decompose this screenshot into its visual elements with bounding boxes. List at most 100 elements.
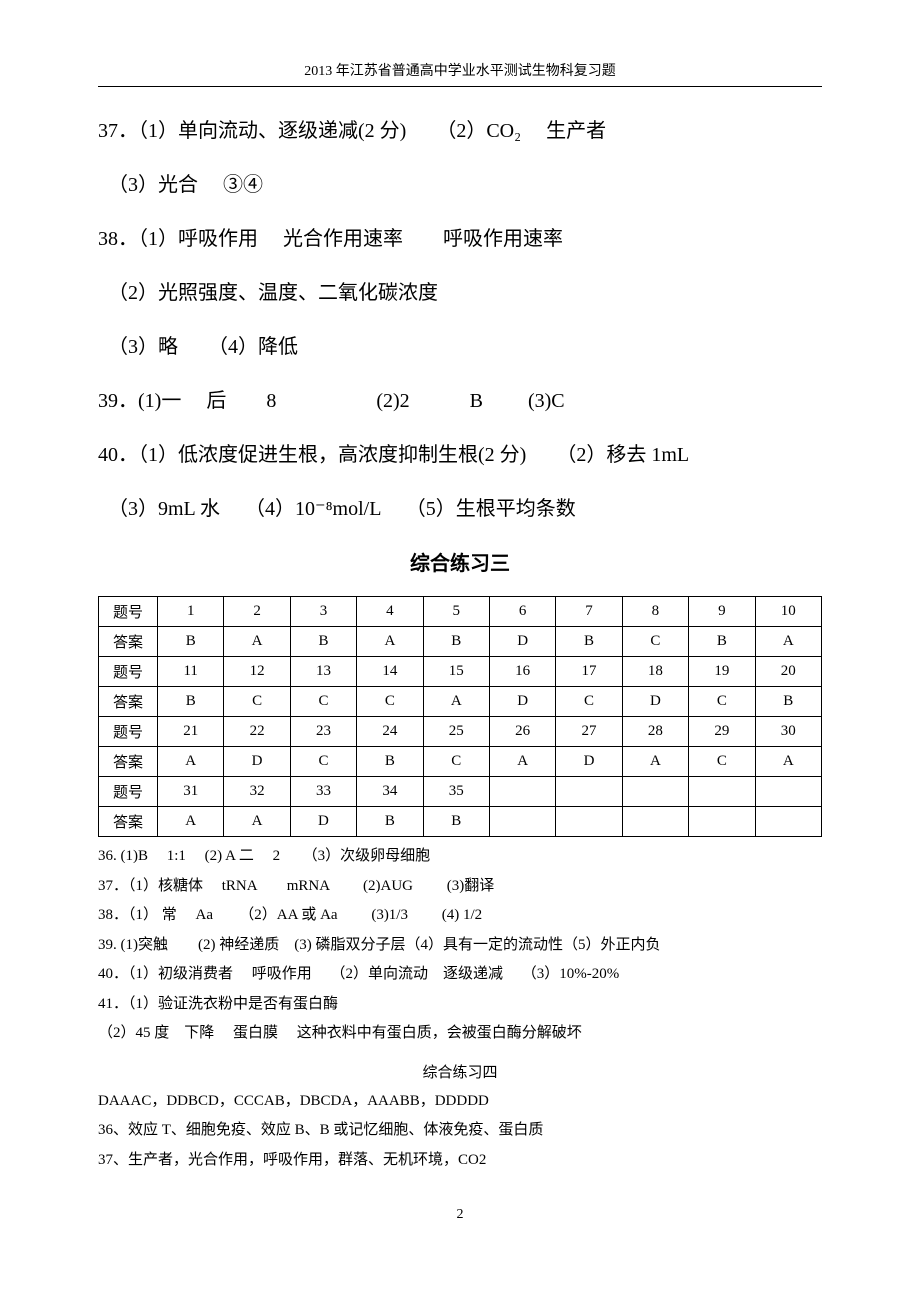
table-cell: 12 [224, 657, 290, 687]
table-cell: 19 [689, 657, 755, 687]
table-cell: A [755, 747, 821, 777]
table-label-ans: 答案 [99, 687, 158, 717]
table-cell: B [357, 747, 423, 777]
table-cell: A [357, 627, 423, 657]
answer-line: （3）9mL 水 （4）10⁻⁸mol/L （5）生根平均条数 [98, 493, 822, 525]
table-cell: 3 [290, 597, 356, 627]
table-cell: 17 [556, 657, 622, 687]
page-number: 2 [98, 1207, 822, 1223]
table-cell: D [622, 687, 688, 717]
table-cell: B [357, 807, 423, 837]
table-cell [755, 777, 821, 807]
table-label-qn: 题号 [99, 657, 158, 687]
table-cell [689, 777, 755, 807]
answer-line: 36. (1)B 1:1 (2) A 二 2 （3）次级卵母细胞 [98, 845, 822, 868]
answer-line: 41．（1）验证洗衣粉中是否有蛋白酶 [98, 993, 822, 1016]
table-cell [556, 777, 622, 807]
answer-line: 37、生产者，光合作用，呼吸作用，群落、无机环境，CO2 [98, 1149, 822, 1172]
main-answers-block: 37．（1）单向流动、逐级递减(2 分) （2）CO₂ 生产者 （3）光合 ③④ 3… [98, 115, 822, 525]
table-cell: 10 [755, 597, 821, 627]
answer-line: 39. (1)突触 (2) 神经递质 (3) 磷脂双分子层（4）具有一定的流动性… [98, 934, 822, 957]
table-cell: A [224, 807, 290, 837]
table-cell: 18 [622, 657, 688, 687]
table-cell: B [423, 807, 489, 837]
table-cell: C [290, 747, 356, 777]
header-divider [98, 86, 822, 87]
table-cell: A [622, 747, 688, 777]
table-cell: C [622, 627, 688, 657]
table-cell: D [290, 807, 356, 837]
table-cell: 9 [689, 597, 755, 627]
answer-line: （2）光照强度、温度、二氧化碳浓度 [98, 277, 822, 309]
table-cell: A [423, 687, 489, 717]
answer-line: 40．（1）低浓度促进生根，高浓度抑制生根(2 分) （2）移去 1mL [98, 439, 822, 471]
table-cell [556, 807, 622, 837]
answer-line: 40．（1）初级消费者 呼吸作用 （2）单向流动 逐级递减 （3）10%-20% [98, 963, 822, 986]
table-label-ans: 答案 [99, 807, 158, 837]
table-cell: A [489, 747, 555, 777]
table-label-qn: 题号 [99, 597, 158, 627]
table-cell [755, 807, 821, 837]
table-cell: C [689, 747, 755, 777]
table-cell: 29 [689, 717, 755, 747]
table-cell: 5 [423, 597, 489, 627]
table-cell: A [158, 807, 224, 837]
section-title-3: 综合练习三 [98, 547, 822, 576]
table-cell: 4 [357, 597, 423, 627]
table-cell: 7 [556, 597, 622, 627]
answer-line: 36、效应 T、细胞免疫、效应 B、B 或记忆细胞、体液免疫、蛋白质 [98, 1119, 822, 1142]
table-cell: 22 [224, 717, 290, 747]
table-cell: C [224, 687, 290, 717]
table-cell: B [423, 627, 489, 657]
answer-line: 39．(1)一 后 8 (2)2 B (3)C [98, 385, 822, 417]
answer-line: （3）略 （4）降低 [98, 331, 822, 363]
table-cell: 21 [158, 717, 224, 747]
table-cell: 2 [224, 597, 290, 627]
table-cell: D [224, 747, 290, 777]
table-label-ans: 答案 [99, 747, 158, 777]
answer-line: 37．（1）核糖体 tRNA mRNA (2)AUG (3)翻译 [98, 875, 822, 898]
section-title-4: 综合练习四 [98, 1061, 822, 1082]
table-cell: B [158, 627, 224, 657]
table-cell: A [224, 627, 290, 657]
table-cell: C [556, 687, 622, 717]
table-cell: D [556, 747, 622, 777]
table-label-qn: 题号 [99, 777, 158, 807]
table-cell: 1 [158, 597, 224, 627]
table-cell [489, 807, 555, 837]
table-cell [689, 807, 755, 837]
table-cell: B [755, 687, 821, 717]
answer-line: （3）光合 ③④ [98, 169, 822, 201]
table-cell: 31 [158, 777, 224, 807]
answer-line: 37．（1）单向流动、逐级递减(2 分) （2）CO₂ 生产者 [98, 115, 822, 147]
table-cell: C [357, 687, 423, 717]
table-cell: 11 [158, 657, 224, 687]
table-label-ans: 答案 [99, 627, 158, 657]
answer-line: 38．（1） 常 Aa （2）AA 或 Aa (3)1/3 (4) 1/2 [98, 904, 822, 927]
answer-table: 题号12345678910答案BABABDBCBA题号1112131415161… [98, 596, 822, 837]
table-cell: 30 [755, 717, 821, 747]
table-cell: 26 [489, 717, 555, 747]
table-cell: D [489, 627, 555, 657]
table-cell: 34 [357, 777, 423, 807]
table-cell [622, 807, 688, 837]
table-cell: A [158, 747, 224, 777]
table-cell [622, 777, 688, 807]
table-cell: 6 [489, 597, 555, 627]
table-cell: A [755, 627, 821, 657]
small-answers-4: DAAAC，DDBCD，CCCAB，DBCDA，AAABB，DDDDD 36、效应… [98, 1090, 822, 1172]
small-answers-3: 36. (1)B 1:1 (2) A 二 2 （3）次级卵母细胞 37．（1）核糖… [98, 845, 822, 1045]
table-cell: B [689, 627, 755, 657]
table-cell: 16 [489, 657, 555, 687]
answer-line: DAAAC，DDBCD，CCCAB，DBCDA，AAABB，DDDDD [98, 1090, 822, 1113]
table-cell: 23 [290, 717, 356, 747]
table-cell: 15 [423, 657, 489, 687]
answer-line: 38．（1）呼吸作用 光合作用速率 呼吸作用速率 [98, 223, 822, 255]
table-cell: 28 [622, 717, 688, 747]
table-cell: 20 [755, 657, 821, 687]
table-cell: 33 [290, 777, 356, 807]
table-cell: 8 [622, 597, 688, 627]
table-cell: D [489, 687, 555, 717]
answer-line: （2）45 度 下降 蛋白膜 这种衣料中有蛋白质，会被蛋白酶分解破坏 [98, 1022, 822, 1045]
table-cell: 27 [556, 717, 622, 747]
